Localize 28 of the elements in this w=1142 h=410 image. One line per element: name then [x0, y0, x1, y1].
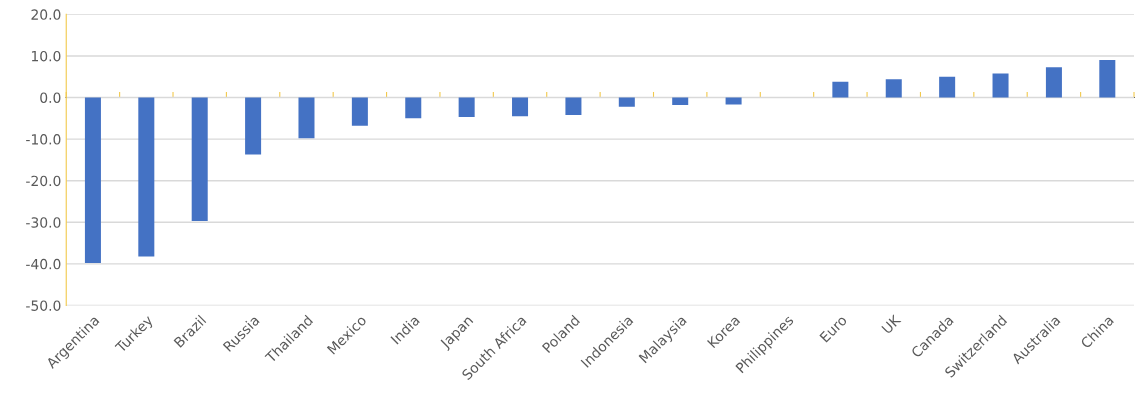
bar	[832, 81, 849, 98]
y-tick-label: -10.0	[26, 134, 61, 145]
y-tick-label: 20.0	[31, 9, 61, 20]
bar	[725, 97, 742, 105]
bar	[245, 97, 262, 155]
x-tick-label: UK	[881, 313, 902, 335]
bar	[512, 97, 529, 117]
y-tick-label: 10.0	[31, 50, 61, 62]
y-tick-label: -50.0	[26, 300, 61, 311]
bar	[351, 97, 368, 126]
bar	[84, 97, 101, 264]
y-tick-label: 0.0	[40, 92, 61, 103]
bar	[672, 97, 689, 106]
bar	[939, 76, 956, 98]
bar	[138, 97, 155, 257]
bar	[565, 97, 582, 115]
bar	[1045, 67, 1062, 98]
bar	[298, 97, 315, 139]
y-tick-label: -30.0	[26, 217, 61, 228]
bar	[458, 97, 475, 118]
bar	[191, 97, 208, 222]
bar	[885, 79, 902, 98]
bar	[618, 97, 635, 107]
bar	[992, 73, 1009, 98]
bar	[405, 97, 422, 119]
y-tick-label: -20.0	[26, 175, 61, 187]
y-tick-label: -40.0	[26, 258, 61, 270]
bar	[1099, 60, 1116, 98]
